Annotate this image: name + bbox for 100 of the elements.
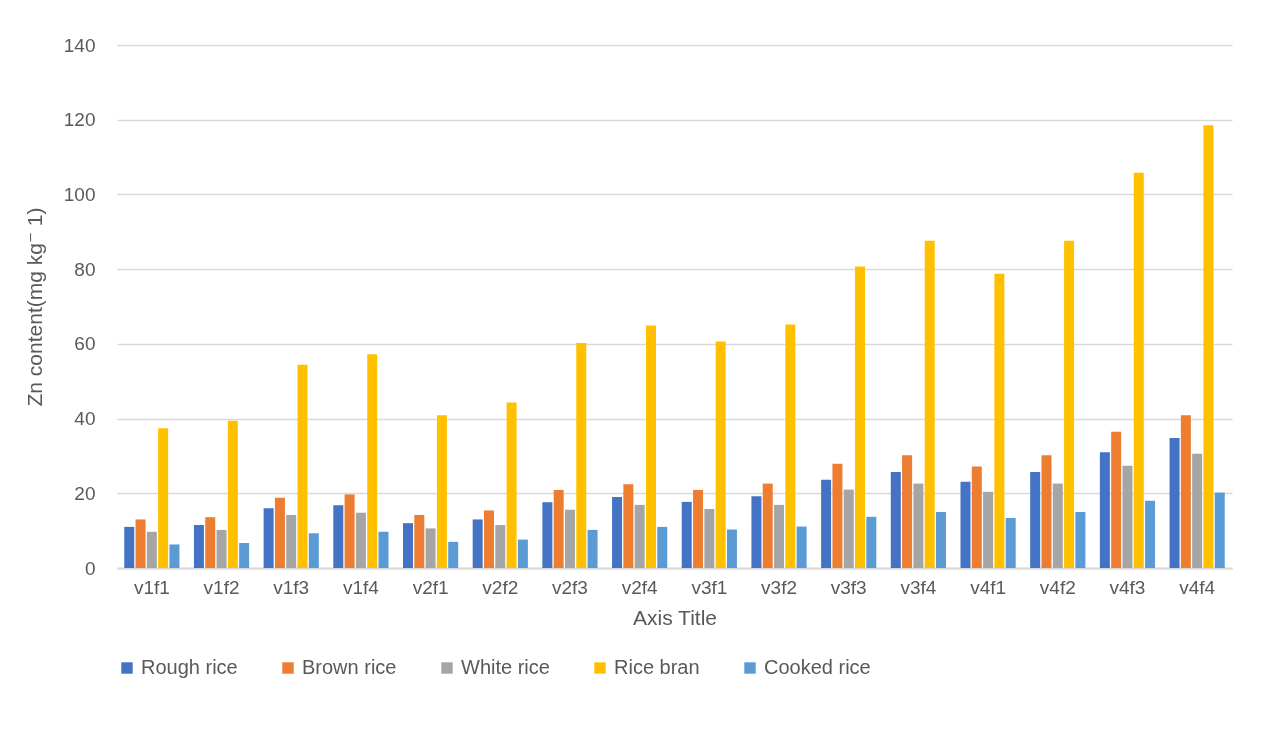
- bar: [472, 519, 483, 568]
- bar: [1180, 415, 1191, 568]
- bar: [936, 511, 947, 568]
- bar: [1030, 471, 1041, 568]
- bar: [1052, 483, 1063, 568]
- bar: [704, 508, 715, 568]
- x-tick-label: v3f1: [691, 576, 728, 598]
- x-tick-label: v4f2: [1039, 576, 1076, 598]
- bar: [843, 489, 854, 568]
- bar: [158, 428, 169, 568]
- bar: [135, 519, 146, 568]
- bar: [866, 516, 877, 568]
- bar: [587, 529, 598, 568]
- bar: [971, 466, 982, 568]
- bar: [902, 455, 913, 568]
- x-tick-label: v2f2: [482, 576, 519, 598]
- bar: [1169, 438, 1180, 568]
- y-tick-label: 40: [74, 408, 96, 430]
- bar: [286, 514, 297, 568]
- bar: [553, 489, 564, 568]
- x-tick-label: v3f3: [830, 576, 867, 598]
- bar: [333, 505, 344, 568]
- x-tick-label: v2f3: [552, 576, 588, 598]
- bar: [612, 497, 623, 568]
- bar: [216, 529, 227, 568]
- x-tick-label: v1f1: [133, 576, 170, 598]
- bar: [414, 514, 425, 568]
- bar: [796, 526, 807, 568]
- bar: [169, 544, 180, 568]
- x-tick-label: v3f4: [900, 576, 937, 598]
- y-tick-label: 80: [74, 258, 96, 280]
- bar: [1041, 455, 1052, 568]
- y-tick-label: 140: [63, 34, 96, 56]
- bar: [1005, 517, 1016, 568]
- x-tick-label: v2f4: [621, 576, 659, 598]
- bar: [1122, 465, 1133, 568]
- bar: [344, 494, 355, 568]
- bar: [855, 266, 866, 568]
- bar: [263, 508, 274, 568]
- bar: [1203, 125, 1214, 568]
- bar: [726, 529, 737, 568]
- bar: [645, 325, 656, 568]
- bar: [983, 491, 994, 568]
- bar: [193, 525, 204, 568]
- bar: [1064, 240, 1075, 568]
- bar: [425, 528, 436, 568]
- y-tick-label: 60: [74, 333, 96, 355]
- bar: [832, 463, 843, 568]
- bar: [715, 341, 726, 568]
- bar: [890, 471, 901, 568]
- legend-label: Rice bran: [614, 656, 700, 678]
- bar: [1214, 492, 1225, 568]
- bar: [564, 509, 575, 568]
- bar: [1145, 500, 1156, 568]
- bar: [297, 364, 308, 568]
- y-tick-label: 100: [63, 183, 96, 205]
- bar: [1133, 172, 1144, 568]
- legend-label: Rough rice: [141, 656, 238, 678]
- bar: [1075, 511, 1086, 568]
- bar: [623, 484, 634, 568]
- bar: [274, 497, 285, 568]
- bar: [124, 526, 135, 568]
- bar: [495, 525, 506, 568]
- bar: [960, 481, 971, 568]
- x-tick-label: v1f2: [203, 576, 240, 598]
- bar: [506, 402, 517, 568]
- bar: [1099, 452, 1110, 568]
- bar: [517, 539, 528, 568]
- bar: [436, 415, 447, 568]
- bar: [542, 502, 553, 568]
- bar: [146, 531, 157, 568]
- legend-label: White rice: [461, 656, 550, 678]
- legend-label: Cooked rice: [764, 656, 871, 678]
- bar: [821, 479, 832, 568]
- bar: [681, 501, 692, 568]
- x-tick-label: v3f2: [761, 576, 797, 598]
- x-tick-label: v4f1: [970, 576, 1007, 598]
- bar: [378, 531, 389, 568]
- bar: [355, 512, 366, 568]
- bar: [751, 496, 762, 568]
- x-tick-label: v4f3: [1109, 576, 1146, 598]
- legend-label: Brown rice: [302, 656, 397, 678]
- bar: [448, 541, 459, 568]
- bar: [994, 273, 1005, 568]
- bar: [402, 523, 413, 568]
- y-tick-label: 20: [74, 482, 96, 504]
- bar: [924, 240, 935, 568]
- bar: [693, 489, 704, 568]
- bar: [774, 504, 785, 568]
- bar: [657, 526, 668, 568]
- x-axis-title: Axis Title: [632, 605, 718, 629]
- bar: [634, 504, 645, 568]
- bar: [576, 343, 587, 568]
- bar: [785, 324, 796, 568]
- bar: [913, 483, 924, 568]
- bar: [205, 517, 216, 568]
- y-tick-label: 120: [63, 109, 96, 131]
- bar: [227, 420, 238, 568]
- y-tick-label: 0: [84, 557, 96, 579]
- y-axis-title: Zn content(mg kg⁻ 1): [22, 207, 46, 407]
